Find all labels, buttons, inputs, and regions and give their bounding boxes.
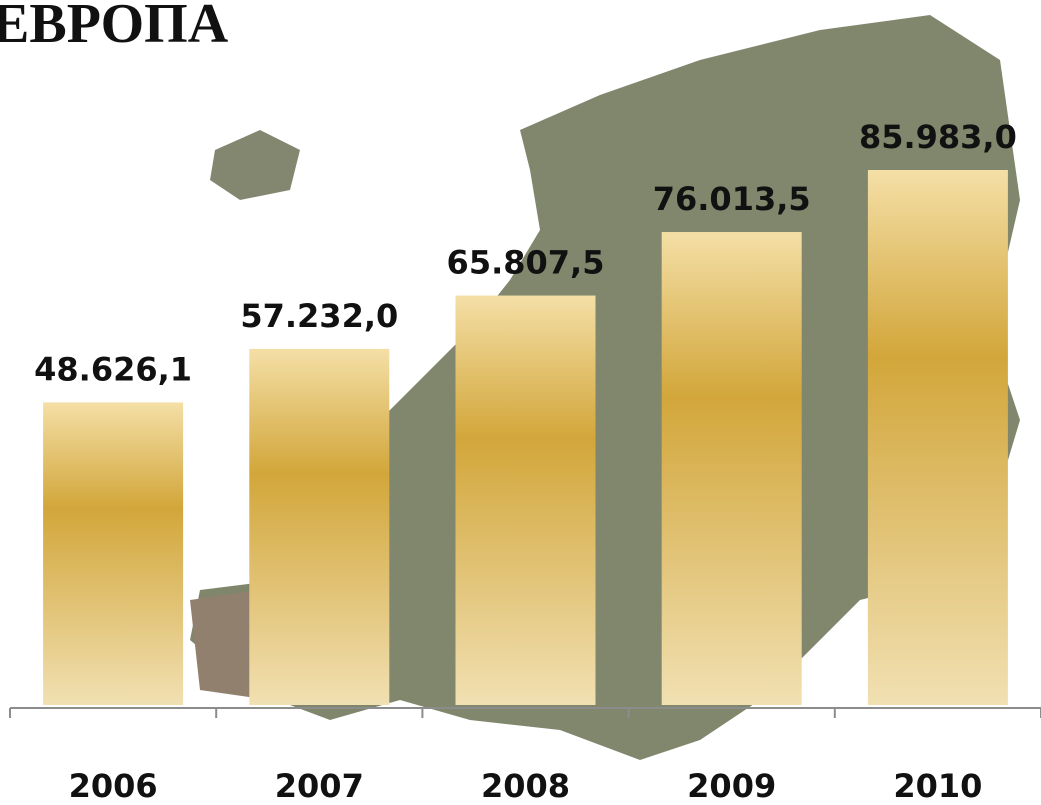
bar — [249, 349, 389, 705]
data-label: 65.807,5 — [447, 244, 605, 282]
bar — [868, 170, 1008, 705]
bar — [662, 232, 802, 705]
data-label: 57.232,0 — [240, 297, 398, 335]
chart: ЕВРОПА 48.626,1 2006 57.232,0 2007 65.807,5 2… — [0, 0, 1041, 805]
data-label: 48.626,1 — [34, 350, 192, 388]
x-tick-label: 2010 — [893, 767, 982, 805]
x-tick-label: 2007 — [275, 767, 364, 805]
data-label: 76.013,5 — [653, 180, 811, 218]
x-tick-label: 2009 — [687, 767, 776, 805]
chart-title: ЕВРОПА — [0, 0, 229, 55]
x-tick-label: 2008 — [481, 767, 570, 805]
data-label: 85.983,0 — [859, 118, 1017, 156]
bar — [43, 402, 183, 705]
x-tick-label: 2006 — [69, 767, 158, 805]
bar — [456, 296, 596, 705]
